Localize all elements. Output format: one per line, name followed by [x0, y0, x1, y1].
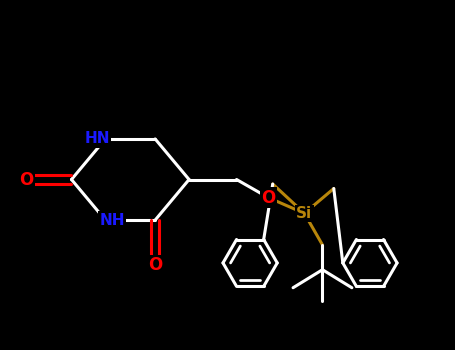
- Text: O: O: [148, 256, 162, 274]
- Text: HN: HN: [85, 131, 110, 146]
- Text: O: O: [19, 170, 33, 189]
- Text: O: O: [19, 170, 33, 189]
- Text: O: O: [261, 189, 275, 206]
- Text: NH: NH: [100, 212, 125, 228]
- Text: O: O: [148, 256, 162, 274]
- Text: Si: Si: [296, 206, 313, 221]
- Text: O: O: [261, 189, 275, 206]
- Text: HN: HN: [85, 131, 110, 146]
- Text: NH: NH: [100, 212, 125, 228]
- Text: Si: Si: [296, 206, 313, 221]
